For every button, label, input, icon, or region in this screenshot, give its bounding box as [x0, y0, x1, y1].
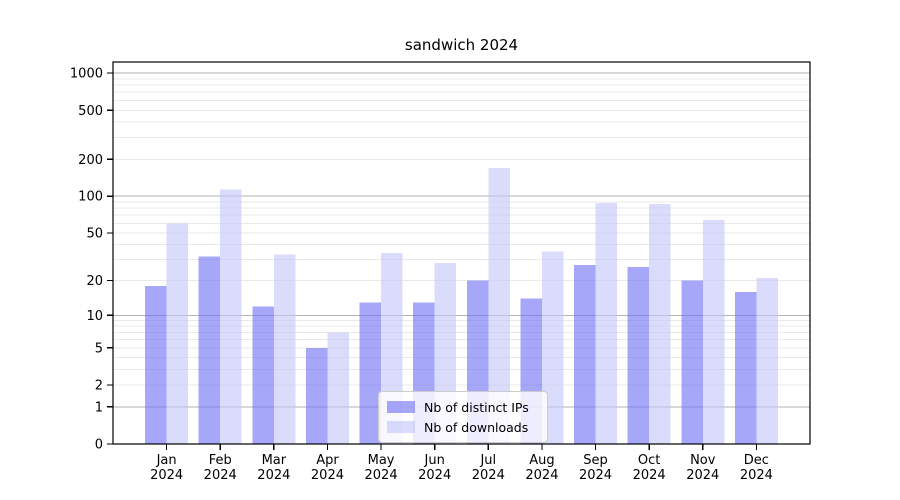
x-tick-label: Dec	[744, 453, 769, 468]
y-tick-label: 10	[86, 309, 103, 324]
x-tick-label: 2024	[633, 468, 666, 483]
legend-item: Nb of downloads	[387, 417, 537, 437]
x-tick-label: 2024	[204, 468, 237, 483]
x-tick-label: 2024	[740, 468, 773, 483]
bar-downloads	[702, 219, 725, 444]
bar-downloads	[166, 223, 189, 444]
bar-distinct-ips	[627, 267, 650, 444]
bar-downloads	[595, 203, 618, 444]
y-tick-label: 2	[95, 379, 103, 394]
y-tick-label: 1	[95, 400, 103, 415]
y-tick-label: 1000	[70, 67, 103, 82]
chart-title: sandwich 2024	[404, 36, 519, 54]
bar-distinct-ips	[681, 280, 703, 444]
legend: Nb of distinct IPs Nb of downloads	[378, 391, 548, 443]
x-tick-label: Feb	[209, 453, 232, 468]
x-tick-label: 2024	[579, 468, 612, 483]
x-tick-label: Nov	[690, 453, 716, 468]
y-tick-label: 5	[95, 341, 103, 356]
x-tick-label: 2024	[472, 468, 505, 483]
bar-downloads	[756, 278, 778, 444]
x-tick-label: 2024	[257, 468, 290, 483]
bar-downloads	[273, 254, 296, 444]
x-tick-label: Jul	[479, 453, 496, 468]
y-tick-label: 200	[78, 153, 103, 168]
x-tick-label: May	[368, 453, 395, 468]
bar-downloads	[327, 332, 349, 444]
x-tick-label: Apr	[316, 453, 339, 468]
x-tick-label: 2024	[418, 468, 451, 483]
axis-frame	[112, 61, 811, 445]
y-tick-label: 20	[86, 274, 103, 289]
bar-distinct-ips	[305, 347, 328, 444]
bar-distinct-ips	[574, 265, 596, 444]
x-tick-label: Jan	[156, 453, 177, 468]
legend-swatch-downloads	[387, 421, 415, 433]
bar-downloads	[220, 189, 242, 444]
legend-swatch-distinct-ips	[387, 401, 415, 413]
legend-label-distinct-ips: Nb of distinct IPs	[424, 399, 529, 415]
bar-distinct-ips	[198, 256, 221, 444]
y-tick-label: 50	[86, 226, 103, 241]
x-tick-label: Sep	[583, 453, 608, 468]
x-tick-label: 2024	[365, 468, 398, 483]
bar-downloads	[488, 167, 510, 444]
x-tick-label: 2024	[311, 468, 344, 483]
x-tick-label: Mar	[262, 453, 287, 468]
x-tick-label: 2024	[686, 468, 719, 483]
bar-distinct-ips	[252, 306, 274, 444]
y-tick-label: 100	[78, 190, 103, 205]
x-tick-label: Oct	[638, 453, 660, 468]
bar-distinct-ips	[359, 302, 382, 444]
bar-downloads	[649, 204, 671, 444]
y-tick-label: 0	[95, 438, 103, 453]
x-tick-label: 2024	[525, 468, 558, 483]
legend-label-downloads: Nb of downloads	[424, 419, 529, 435]
x-tick-label: Jun	[424, 453, 445, 468]
bar-distinct-ips	[734, 291, 757, 444]
x-tick-label: Aug	[529, 453, 554, 468]
bar-distinct-ips	[145, 285, 167, 444]
y-tick-label: 500	[78, 104, 103, 119]
x-tick-label: 2024	[150, 468, 183, 483]
legend-item: Nb of distinct IPs	[387, 397, 537, 417]
